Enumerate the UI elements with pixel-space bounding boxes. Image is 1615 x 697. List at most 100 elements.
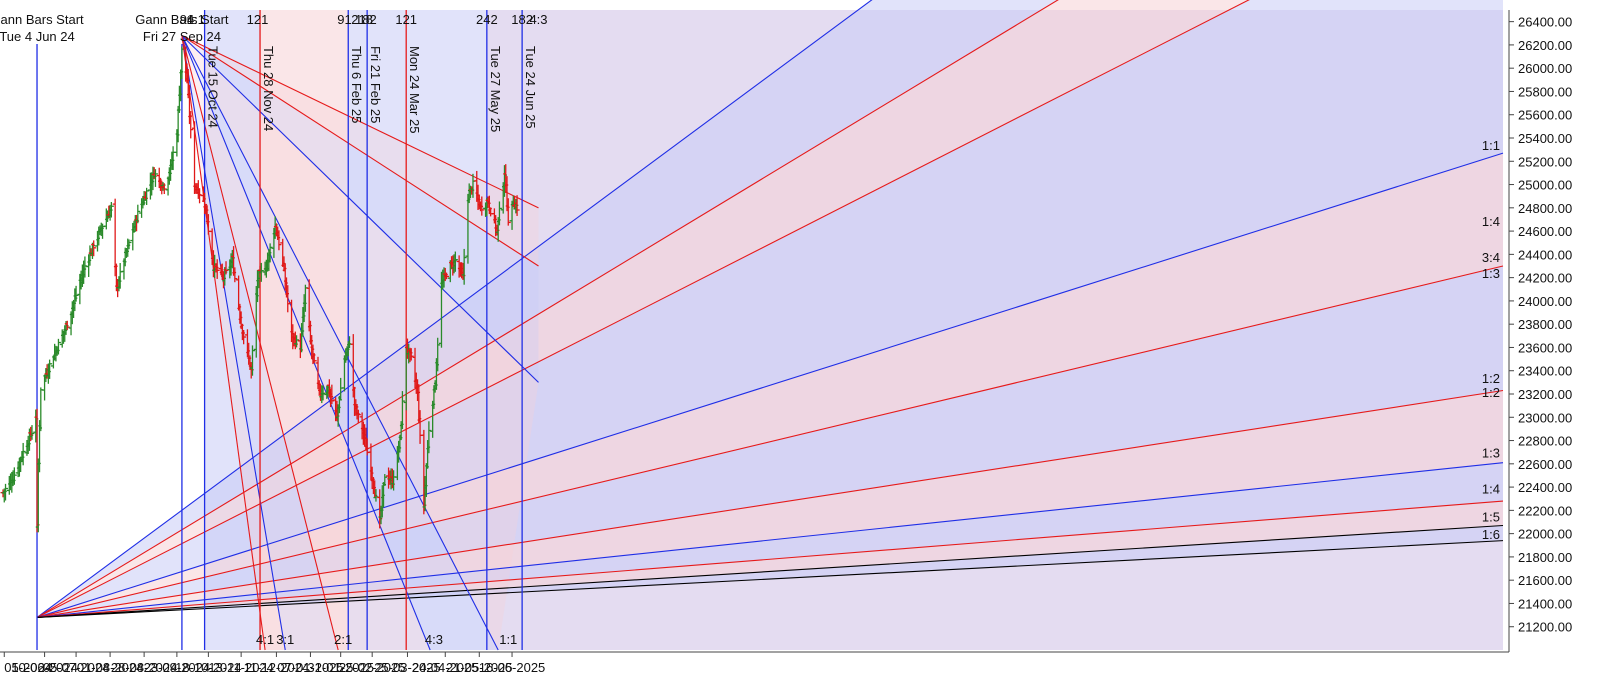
price-bar-2024-12-27 bbox=[294, 335, 300, 348]
price-bar-2024-08-02 bbox=[108, 201, 114, 218]
vertical-line-label-1: Thu 28 Nov 24 bbox=[261, 46, 276, 131]
fan-ray-sep-6 bbox=[181, 35, 286, 651]
x-tick-label-6: 18-10-2024 bbox=[175, 660, 242, 675]
right-ratio-label-8: 1:5 bbox=[1482, 509, 1500, 524]
top-count-label-5: 182 bbox=[355, 12, 377, 27]
top-count-label-0: 94 bbox=[180, 12, 194, 27]
price-bar-2025-03-07 bbox=[382, 474, 388, 486]
price-bar-2025-06-20 bbox=[514, 195, 520, 216]
fan-ray-june-5 bbox=[36, 389, 1504, 618]
price-bar-2024-11-29 bbox=[258, 262, 264, 282]
fan-ray-june-6 bbox=[36, 462, 1504, 618]
vertical-line-label-0: Tue 15 Oct 24 bbox=[206, 46, 221, 128]
y-tick-label-16: 24400.00 bbox=[1518, 247, 1572, 262]
x-tick-label-11: 25-02-2025 bbox=[339, 660, 406, 675]
fan-wedge-sep-2 bbox=[181, 35, 539, 651]
price-bar-2025-01-17 bbox=[320, 385, 326, 401]
y-tick-label-2: 21600.00 bbox=[1518, 573, 1572, 588]
price-bar-2025-04-18 bbox=[435, 337, 441, 372]
x-tick-label-8: 11-12-2024 bbox=[244, 660, 310, 675]
x-tick-label-4: 28-08-2024 bbox=[111, 660, 178, 675]
x-tick-label-10: 31-01-2025 bbox=[307, 660, 374, 675]
right-ratio-label-5: 1:2 bbox=[1482, 385, 1500, 400]
right-ratio-label-0: 1:1 bbox=[1482, 138, 1500, 153]
vertical-line-label-5: Tue 27 May 25 bbox=[488, 46, 503, 132]
price-bar-2024-05-31 bbox=[29, 425, 35, 440]
y-tick-label-7: 22600.00 bbox=[1518, 457, 1572, 472]
price-bar-2024-08-23 bbox=[135, 204, 141, 224]
vertical-line-label-4: Mon 24 Mar 25 bbox=[407, 46, 422, 133]
labels-layer: Tue 15 Oct 24 Thu 28 Nov 24 Thu 6 Feb 25 Fr… bbox=[0, 12, 1500, 647]
gann-start-title-1: Gann Bars Start bbox=[135, 12, 229, 27]
fan-ray-june-9 bbox=[36, 540, 1504, 618]
gann-start-date-1: Fri 27 Sep 24 bbox=[143, 29, 221, 44]
top-count-label-4: 218 bbox=[351, 12, 373, 27]
fan-ray-sep-7 bbox=[181, 35, 266, 651]
y-tick-label-10: 23200.00 bbox=[1518, 387, 1572, 402]
vertical-line-label-3: Fri 21 Feb 25 bbox=[368, 46, 383, 123]
bottom-ratio-label-1: 3:1 bbox=[276, 632, 294, 647]
y-tick-label-4: 22000.00 bbox=[1518, 527, 1572, 542]
y-tick-label-1: 21400.00 bbox=[1518, 596, 1572, 611]
x-tick-label-2: 05-07-2024 bbox=[43, 660, 110, 675]
top-count-label-7: 242 bbox=[476, 12, 498, 27]
y-tick-label-5: 22200.00 bbox=[1518, 503, 1572, 518]
price-bar-2024-11-01 bbox=[223, 261, 229, 275]
x-tick-label-9: 07-01-2025 bbox=[277, 660, 344, 675]
y-tick-label-0: 21200.00 bbox=[1518, 620, 1572, 635]
right-ratio-label-9: 1:6 bbox=[1482, 527, 1500, 542]
x-tick-label-1: 10-06-2024 bbox=[11, 660, 78, 675]
x-tick-label-15: 16-06-2025 bbox=[479, 660, 546, 675]
x-axis: 05-202410-06-202405-07-202401-08-202428-… bbox=[0, 651, 1509, 697]
fan-ray-sep-1 bbox=[181, 35, 539, 267]
price-bar-2025-01-24 bbox=[329, 384, 335, 405]
fan-ray-sep-2 bbox=[181, 35, 539, 383]
fan-ray-sep-0 bbox=[181, 35, 539, 209]
price-bar-2024-05-10 bbox=[3, 483, 9, 501]
y-tick-label-3: 21800.00 bbox=[1518, 550, 1572, 565]
price-bar-2025-03-28 bbox=[408, 348, 414, 361]
y-tick-label-9: 23000.00 bbox=[1518, 410, 1572, 425]
price-bar-2025-03-21 bbox=[399, 391, 405, 430]
price-bar-2024-08-30 bbox=[144, 187, 150, 206]
price-bar-2024-11-08 bbox=[232, 267, 238, 283]
x-axis-background bbox=[0, 652, 1509, 697]
price-bar-2025-05-02 bbox=[452, 251, 458, 272]
y-tick-label-18: 24800.00 bbox=[1518, 201, 1572, 216]
vertical-line-label-6: Tue 24 Jun 25 bbox=[523, 46, 538, 129]
x-tick-label-5: 23-09-2024 bbox=[144, 660, 211, 675]
y-tick-label-25: 26200.00 bbox=[1518, 38, 1572, 53]
y-tick-label-23: 25800.00 bbox=[1518, 84, 1572, 99]
price-bar-2025-06-13 bbox=[505, 198, 511, 226]
vertical-line-label-2: Thu 6 Feb 25 bbox=[349, 46, 364, 123]
y-axis-background bbox=[1509, 0, 1615, 697]
y-tick-label-8: 22800.00 bbox=[1518, 434, 1572, 449]
price-bar-2025-06-06 bbox=[496, 201, 502, 226]
price-bar-2024-11-22 bbox=[249, 345, 255, 376]
x-tick-label-0: 05-2024 bbox=[4, 660, 52, 675]
y-tick-label-14: 24000.00 bbox=[1518, 294, 1572, 309]
price-bar-2025-04-25 bbox=[444, 272, 450, 280]
top-count-label-6: 121 bbox=[395, 12, 417, 27]
x-tick-label-7: 13-11-2024 bbox=[208, 660, 274, 675]
price-bar-2024-05-24 bbox=[20, 442, 26, 466]
price-bar-2024-07-19 bbox=[91, 240, 97, 257]
y-axis: 21200.00 21400.00 21600.00 21800.00 22000.00… bbox=[1508, 0, 1615, 697]
price-bar-2024-12-13 bbox=[276, 230, 282, 251]
y-tick-label-6: 22400.00 bbox=[1518, 480, 1572, 495]
price-bars-layer bbox=[0, 46, 520, 533]
y-tick-label-22: 25600.00 bbox=[1518, 108, 1572, 123]
bottom-ratio-label-2: 2:1 bbox=[334, 632, 352, 647]
right-ratio-label-7: 1:4 bbox=[1482, 481, 1500, 496]
fan-ray-june-2 bbox=[36, 0, 1250, 618]
gann-fan-layer bbox=[36, 0, 1504, 651]
fan-ray-sep-4 bbox=[181, 35, 431, 651]
y-tick-label-19: 25000.00 bbox=[1518, 178, 1572, 193]
price-bar-2024-05-17 bbox=[11, 467, 17, 485]
top-count-label-2: 121 bbox=[247, 12, 269, 27]
price-bar-2024-06-21 bbox=[55, 338, 61, 355]
right-ratio-label-1: 1:4 bbox=[1482, 214, 1500, 229]
top-count-label-8: 182 bbox=[511, 12, 533, 27]
price-bar-2024-12-20 bbox=[285, 285, 291, 313]
